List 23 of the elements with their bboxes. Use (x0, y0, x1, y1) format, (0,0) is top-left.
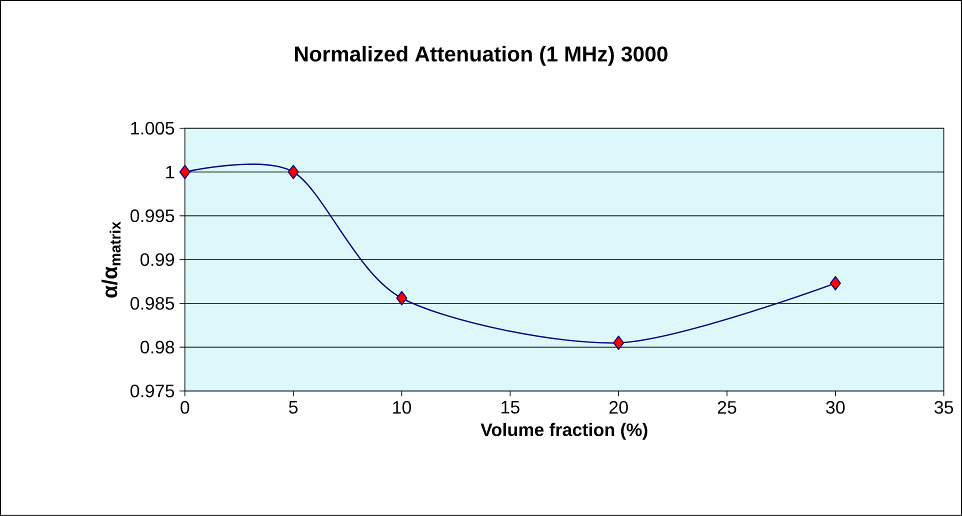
chart-title: Normalized Attenuation (1 MHz) 3000 (295, 46, 668, 66)
point (830, 276, 841, 291)
x-tick-label: 20 (609, 401, 628, 414)
x-tick-label: 35 (934, 401, 954, 414)
y-tick-label: 0.985 (130, 297, 174, 310)
y-axis-title: α/α$_{matrix}$ (102, 222, 121, 298)
y-tick-label: 1 (166, 166, 174, 178)
point (396, 291, 408, 306)
x-tick-label: 25 (718, 401, 736, 414)
point (613, 336, 624, 350)
point (288, 164, 299, 180)
point (179, 164, 190, 180)
y-tick-label: 0.975 (130, 384, 174, 398)
x-tick-label: 5 (289, 401, 298, 414)
x-tick-label: 15 (502, 401, 520, 414)
y-tick-label: 0.98 (140, 340, 174, 354)
y-tick-label: 0.99 (140, 253, 174, 266)
x-tick-label: 0 (180, 401, 190, 414)
y-tick-label: 0.995 (130, 210, 174, 222)
y-tick-label: 1.005 (131, 122, 174, 135)
x-axis-title: Volume fraction (%) (480, 422, 648, 440)
x-tick-label: 30 (826, 401, 845, 414)
x-tick-label: 10 (393, 401, 412, 414)
